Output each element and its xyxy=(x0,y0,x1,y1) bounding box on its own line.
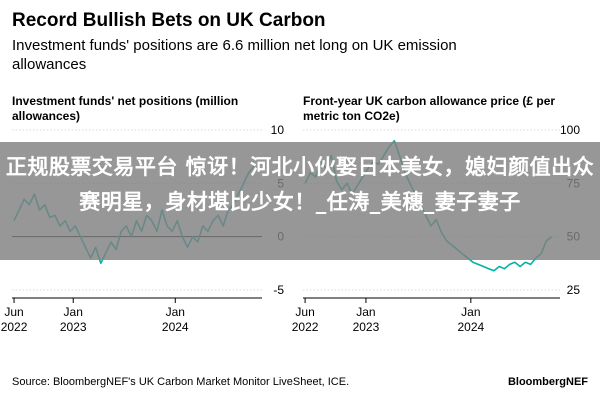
right-y-tick-label: 25 xyxy=(567,283,581,297)
left-chart-title: Investment funds' net positions (million… xyxy=(12,94,239,123)
right-y-tick-label: 100 xyxy=(560,123,580,137)
overlay-text: 正规股票交易平台 惊讶！河北小伙娶日本美女，媳妇颜值出众赛明星，身材堪比少女！_… xyxy=(5,155,595,214)
source-note: Source: BloombergNEF's UK Carbon Market … xyxy=(12,376,350,388)
left-y-tick-label: 10 xyxy=(271,123,285,137)
left-x-tick-month: Jan xyxy=(64,305,83,319)
left-x-tick-year: 2023 xyxy=(60,320,87,334)
left-x-tick-year: 2024 xyxy=(162,320,189,334)
watermark-overlay: 正规股票交易平台 惊讶！河北小伙娶日本美女，媳妇颜值出众赛明星，身材堪比少女！_… xyxy=(0,142,600,260)
left-x-tick-month: Jan xyxy=(166,305,185,319)
right-x-tick-month: Jan xyxy=(461,305,480,319)
right-x-tick-month: Jun xyxy=(295,305,314,319)
page-title: Record Bullish Bets on UK Carbon xyxy=(12,10,326,31)
brand-logo: BloombergNEF xyxy=(507,376,588,388)
right-x-tick-month: Jan xyxy=(356,305,375,319)
right-x-tick-year: 2023 xyxy=(353,320,380,334)
right-x-tick-year: 2022 xyxy=(292,320,319,334)
left-x-tick-year: 2022 xyxy=(1,320,28,334)
right-chart-title: Front-year UK carbon allowance price (£ … xyxy=(303,94,556,123)
left-y-tick-label: -5 xyxy=(273,283,284,297)
left-x-tick-month: Jun xyxy=(4,305,23,319)
page-subtitle: Investment funds' positions are 6.6 mill… xyxy=(12,37,457,73)
right-x-tick-year: 2024 xyxy=(457,320,484,334)
